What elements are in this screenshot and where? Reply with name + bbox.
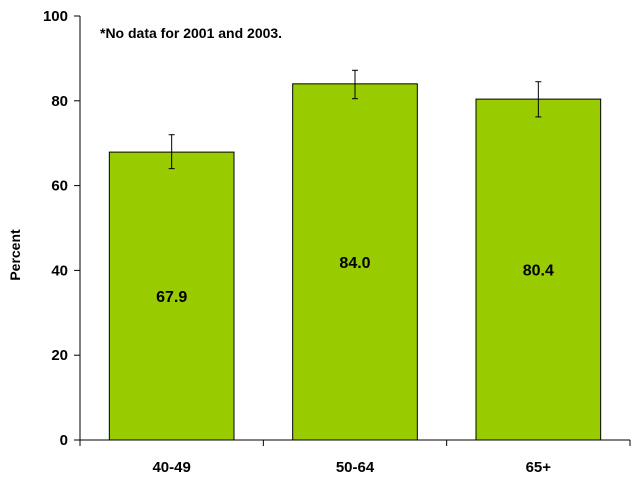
chart-labels: 0 20 40 60 80 100 67.9 40-49 84.0 50-64 80.4 65+ [43, 8, 554, 476]
x-category-label: 40-49 [152, 459, 190, 476]
y-tick-label: 60 [51, 178, 68, 195]
bar [108, 151, 235, 441]
y-tick-label: 0 [60, 432, 68, 449]
bar [292, 83, 418, 441]
y-axis-title: Percent [7, 229, 23, 281]
chart-annotation: *No data for 2001 and 2003. [100, 25, 282, 41]
y-tick-label: 20 [51, 347, 68, 364]
x-category-label: 50-64 [336, 459, 375, 476]
data-label: 84.0 [339, 255, 370, 272]
y-tick-label: 100 [43, 8, 68, 25]
x-category-label: 65+ [526, 459, 552, 476]
y-tick-label: 40 [51, 262, 68, 279]
data-label: 67.9 [156, 289, 187, 306]
y-tick-label: 80 [51, 93, 68, 110]
chart-bars [108, 69, 602, 441]
data-label: 80.4 [523, 263, 554, 280]
